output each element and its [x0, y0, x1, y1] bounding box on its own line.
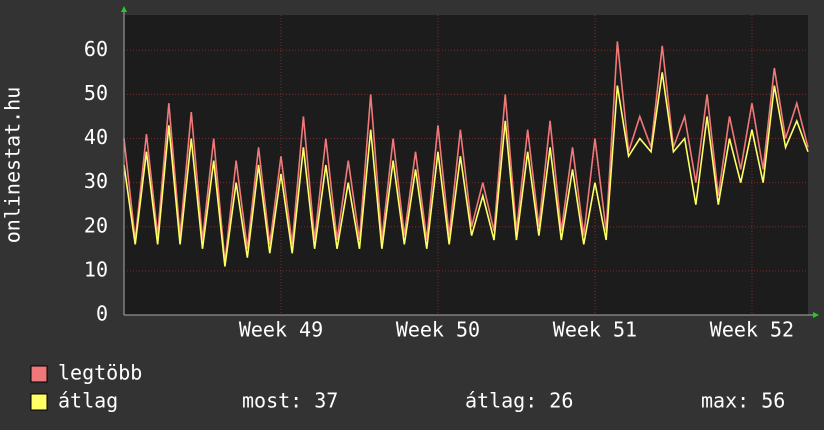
stat-label: most: 37 [242, 389, 338, 413]
y-tick-label: 0 [96, 302, 108, 326]
x-tick-label: Week 50 [396, 318, 480, 342]
y-tick-label: 60 [84, 37, 108, 61]
lines [123, 41, 809, 267]
y-tick-label: 30 [84, 169, 108, 193]
legend-swatch [30, 365, 48, 383]
plot-area [124, 15, 808, 315]
stat-label: átlag: 26 [465, 389, 573, 413]
y-tick-label: 40 [84, 125, 108, 149]
x-tick-label: Week 49 [239, 318, 323, 342]
x-arrow [813, 312, 819, 318]
legend-swatch [30, 393, 48, 411]
y-axis-label: onlinestat.hu [1, 87, 25, 244]
x-tick-label: Week 51 [553, 318, 637, 342]
y-tick-label: 20 [84, 213, 108, 237]
y-tick-label: 50 [84, 81, 108, 105]
legend: legtöbb átlag most: 37 átlag: 26 max: 56 [30, 361, 785, 413]
grid [124, 15, 808, 316]
series-line [123, 72, 809, 267]
labels: 0 10 20 30 40 50 60 Week 49 Week 50 Week 51 Week 5… [84, 37, 794, 342]
stat-label: max: 56 [701, 389, 785, 413]
legend-label: átlag [58, 389, 118, 413]
x-tick-label: Week 52 [710, 318, 794, 342]
y-tick-label: 10 [84, 257, 108, 281]
y-arrow [121, 6, 127, 12]
legend-label: legtöbb [58, 361, 142, 385]
series-line [123, 41, 809, 263]
